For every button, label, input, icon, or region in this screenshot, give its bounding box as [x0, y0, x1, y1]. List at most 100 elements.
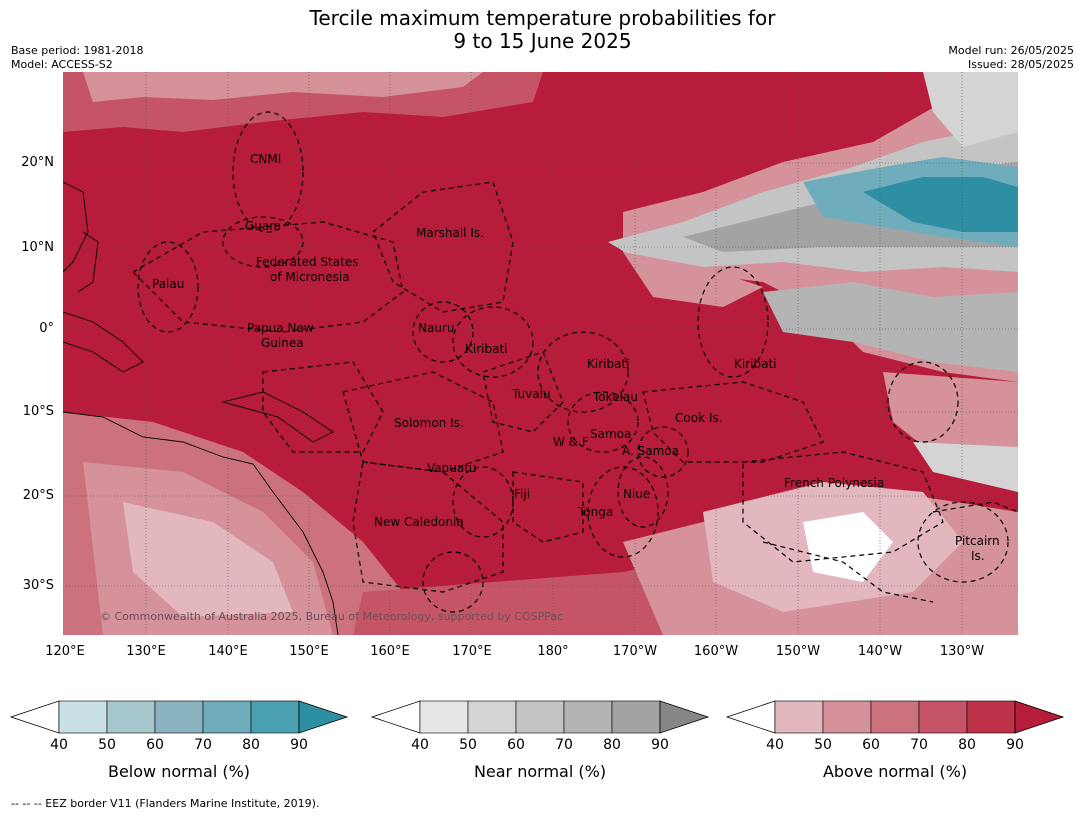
- colorbar-below-tick: 50: [98, 737, 116, 753]
- north-pale-zone: [83, 72, 483, 102]
- colorbar-above-min-arrow: [725, 700, 776, 734]
- colorbar-below-tick: 60: [146, 737, 164, 753]
- colorbar-below-min-arrow: [9, 700, 60, 734]
- lon-label: 160°W: [693, 644, 739, 659]
- lat-label: 20°S: [22, 488, 54, 503]
- colorbar-below-swatch: [250, 700, 300, 734]
- colorbar-near-swatch: [563, 700, 613, 734]
- colorbar-below-swatch: [106, 700, 156, 734]
- label-tokelau: Tokelau: [593, 390, 638, 404]
- label-tonga: Tonga: [578, 505, 614, 519]
- label-png-line2: Guinea: [261, 336, 304, 350]
- lat-label: 20°N: [21, 155, 54, 170]
- label-niue: Niue: [623, 487, 651, 501]
- colorbar-above-label: Above normal (%): [822, 762, 968, 781]
- title-line-1: Tercile maximum temperature probabilitie…: [309, 6, 776, 30]
- label-pitcairn-line2: Is.: [971, 549, 985, 563]
- label-samoa: Samoa: [590, 427, 632, 441]
- east-near-normal: [913, 442, 1018, 492]
- label-american-samoa: A. Samoa: [622, 444, 679, 458]
- meta-right: Model run: 26/05/2025 Issued: 28/05/2025: [948, 44, 1074, 72]
- label-new-caledonia: New Caledonia: [374, 515, 464, 529]
- model-name: Model: ACCESS-S2: [11, 58, 113, 71]
- label-vanuatu: Vanuatu: [427, 461, 477, 475]
- colorbar-near-tick: 90: [651, 737, 669, 753]
- label-png-line1: Papua New: [247, 321, 314, 335]
- below-normal-strong: [863, 177, 1018, 232]
- title-line-2: 9 to 15 June 2025: [453, 29, 632, 53]
- southeast-white-patch: [803, 512, 893, 582]
- graticule: [63, 72, 1018, 635]
- colorbar-below-swatch: [154, 700, 204, 734]
- colorbar-below-tick: 40: [50, 737, 68, 753]
- lon-label: 150°E: [289, 644, 329, 659]
- colorbar-below-tick: 80: [242, 737, 260, 753]
- colorbar-above-normal: [725, 700, 1065, 734]
- lon-label: 120°E: [45, 644, 85, 659]
- colorbar-near-normal: [370, 700, 710, 734]
- colorbar-above-tick: 40: [766, 737, 784, 753]
- label-tuvalu: Tuvalu: [512, 387, 551, 401]
- lon-label: 130°W: [939, 644, 985, 659]
- colorbar-below-normal: [9, 700, 349, 734]
- label-nauru: Nauru: [418, 321, 455, 335]
- central-pale-patch: [623, 252, 763, 307]
- lon-label: 170°E: [452, 644, 492, 659]
- australia-palest-zone: [123, 502, 293, 617]
- colorbar-above-swatch: [774, 700, 824, 734]
- lon-label: 160°E: [370, 644, 410, 659]
- model-run: Model run: 26/05/2025: [948, 44, 1074, 57]
- colorbar-above-swatch: [870, 700, 920, 734]
- label-guam: Guam: [245, 219, 281, 233]
- lon-label: 140°E: [208, 644, 248, 659]
- colorbar-near-swatch: [467, 700, 517, 734]
- lon-label: 180°: [537, 644, 569, 659]
- label-cnmi: CNMI: [250, 152, 282, 166]
- eez-footnote: -- -- -- EEZ border V11 (Flanders Marine…: [11, 797, 320, 810]
- issued-date: Issued: 28/05/2025: [967, 58, 1074, 71]
- colorbar-near-swatch: [611, 700, 661, 734]
- colorbar-above-tick: 90: [1006, 737, 1024, 753]
- colorbar-above-swatch: [918, 700, 968, 734]
- colorbar-above-tick: 50: [814, 737, 832, 753]
- copyright-notice: © Commonwealth of Australia 2025, Bureau…: [100, 610, 564, 623]
- colorbar-above-tick: 80: [958, 737, 976, 753]
- colorbar-near-min-arrow: [370, 700, 421, 734]
- colorbar-above-swatch: [966, 700, 1016, 734]
- label-french-polynesia: French Polynesia: [784, 476, 885, 490]
- colorbar-near-swatch: [419, 700, 469, 734]
- lat-label: 30°S: [22, 578, 54, 593]
- lon-label: 170°W: [612, 644, 658, 659]
- label-kiribati-west: Kiribati: [465, 342, 508, 356]
- colorbar-below-label: Below normal (%): [107, 762, 251, 781]
- colorbar-near-swatch: [515, 700, 565, 734]
- colorbar-above-swatch: [822, 700, 872, 734]
- colorbar-near-tick: 40: [411, 737, 429, 753]
- label-kiribati-east: Kiribati: [734, 357, 777, 371]
- lat-label: 10°S: [22, 404, 54, 419]
- colorbar-near-tick: 60: [507, 737, 525, 753]
- east-equator-near: [763, 282, 1018, 372]
- eez-borders: [132, 111, 1018, 613]
- lon-label: 140°W: [857, 644, 903, 659]
- meta-left: Base period: 1981-2018 Model: ACCESS-S2: [11, 44, 143, 72]
- label-marshall-islands: Marshall Is.: [416, 226, 484, 240]
- label-palau: Palau: [152, 277, 185, 291]
- label-pitcairn-line1: Pitcairn: [955, 534, 1000, 548]
- northeast-corner-near: [923, 72, 1018, 147]
- label-cook-islands: Cook Is.: [675, 411, 723, 425]
- label-solomon-islands: Solomon Is.: [394, 416, 464, 430]
- colorbar-below-swatch: [58, 700, 108, 734]
- colorbar-below-max-arrow: [298, 700, 349, 734]
- colorbar-above-tick: 60: [862, 737, 880, 753]
- lon-label: 130°E: [126, 644, 166, 659]
- label-fiji: Fiji: [514, 487, 531, 501]
- colorbar-near-tick: 80: [603, 737, 621, 753]
- colorbar-near-label: Near normal (%): [473, 762, 607, 781]
- map-title: Tercile maximum temperature probabilitie…: [0, 7, 1085, 53]
- label-wallis-futuna: W & F: [553, 435, 589, 449]
- colorbar-above-max-arrow: [1014, 700, 1065, 734]
- colorbar-above-tick: 70: [910, 737, 928, 753]
- colorbar-near-tick: 50: [459, 737, 477, 753]
- lon-label: 150°W: [775, 644, 821, 659]
